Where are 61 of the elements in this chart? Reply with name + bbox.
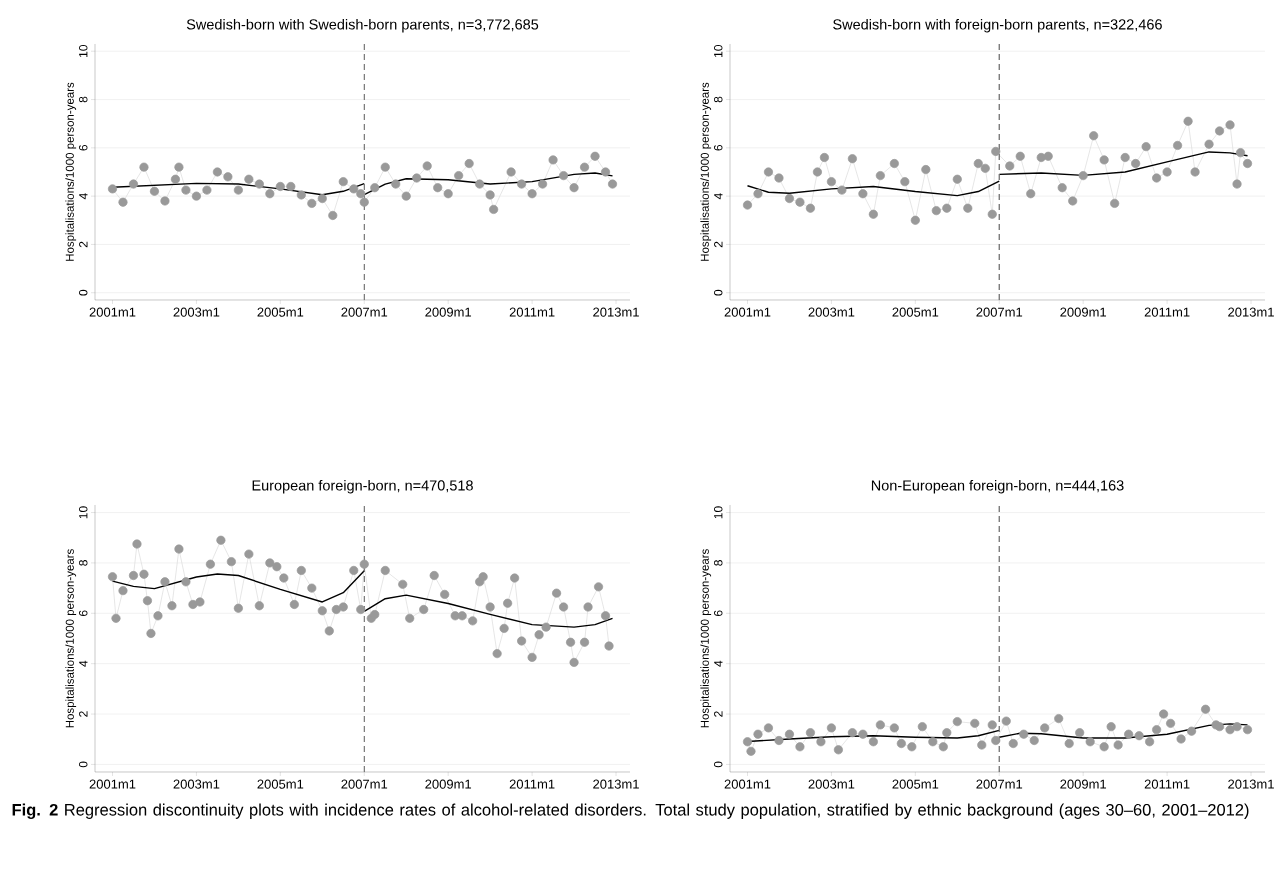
y-tick-label: 0 [78, 289, 88, 296]
x-tick-label: 2007m1 [976, 779, 1023, 789]
y-tick-label: 6 [78, 145, 88, 151]
y-tick-label: 6 [78, 610, 88, 617]
y-tick-label: 8 [78, 560, 88, 566]
x-tick-label: 2011m1 [509, 307, 555, 317]
chart-title: European foreign-born, n=470,518 [252, 479, 473, 494]
y-tick-label: 0 [713, 289, 723, 296]
x-tick-label: 2009m1 [1060, 307, 1107, 317]
y-tick-label: 6 [713, 145, 723, 151]
x-tick-label: 2007m1 [341, 307, 388, 317]
text: Fig. 2 Regression discontinuity plots with incidence rates of alcohol-related disorders. Total study population, stratified by ethnic background (ages 30–60, 2001–2012) [12, 803, 1249, 819]
y-axis-title: Hospitalisations/1000 person-years [65, 549, 77, 728]
chart-title: Non-European foreign-born, n=444,163 [871, 479, 1124, 494]
x-tick-label: 2009m1 [1060, 779, 1107, 789]
chart-title: Swedish-born with Swedish-born parents, n=3,772,685 [186, 18, 539, 33]
x-tick-label: 2001m1 [89, 779, 136, 789]
chart-title: Swedish-born with foreign-born parents, n=322,466 [833, 18, 1162, 33]
y-tick-label: 2 [79, 241, 88, 248]
y-tick-label: 10 [78, 506, 88, 519]
x-tick-label: 2005m1 [257, 307, 304, 317]
y-tick-label: 10 [78, 45, 88, 57]
y-tick-label: 4 [79, 193, 88, 200]
x-tick-label: 2011m1 [1144, 307, 1190, 317]
x-tick-label: 2005m1 [892, 307, 939, 317]
x-tick-label: 2001m1 [724, 307, 771, 317]
x-tick-label: 2005m1 [892, 779, 939, 789]
y-tick-label: 8 [78, 96, 88, 103]
x-tick-label: 2003m1 [173, 779, 220, 789]
x-tick-label: 2003m1 [173, 307, 220, 317]
x-tick-label: 2003m1 [808, 307, 855, 317]
y-tick-label: 8 [713, 96, 723, 103]
y-tick-label: 8 [713, 560, 723, 566]
y-tick-label: 4 [714, 660, 723, 667]
x-tick-label: 2001m1 [89, 307, 136, 317]
y-tick-label: 10 [713, 45, 723, 57]
x-tick-label: 2007m1 [341, 779, 388, 789]
y-tick-label: 2 [79, 711, 88, 717]
y-axis-title: Hospitalisations/1000 person-years [700, 549, 712, 728]
x-tick-label: 2013m1 [593, 307, 639, 317]
x-tick-label: 2013m1 [1228, 779, 1274, 789]
y-tick-label: 4 [79, 660, 88, 667]
y-tick-label: 6 [713, 610, 723, 617]
x-tick-label: 2009m1 [425, 307, 472, 317]
x-tick-label: 2009m1 [425, 779, 472, 789]
x-tick-label: 2001m1 [724, 779, 771, 789]
x-tick-label: 2013m1 [1228, 307, 1274, 317]
y-tick-label: 10 [713, 506, 723, 519]
x-tick-label: 2011m1 [509, 779, 555, 789]
x-tick-label: 2013m1 [593, 779, 639, 789]
x-tick-label: 2011m1 [1144, 779, 1190, 789]
y-tick-label: 2 [714, 711, 723, 717]
y-tick-label: 2 [714, 241, 723, 248]
y-tick-label: 0 [78, 761, 88, 768]
y-axis-title: Hospitalisations/1000 person-years [700, 82, 712, 261]
x-tick-label: 2003m1 [808, 779, 855, 789]
x-tick-label: 2007m1 [976, 307, 1023, 317]
y-axis-title: Hospitalisations/1000 person-years [65, 82, 77, 261]
y-tick-label: 0 [713, 761, 723, 768]
x-tick-label: 2005m1 [257, 779, 304, 789]
y-tick-label: 4 [714, 193, 723, 200]
